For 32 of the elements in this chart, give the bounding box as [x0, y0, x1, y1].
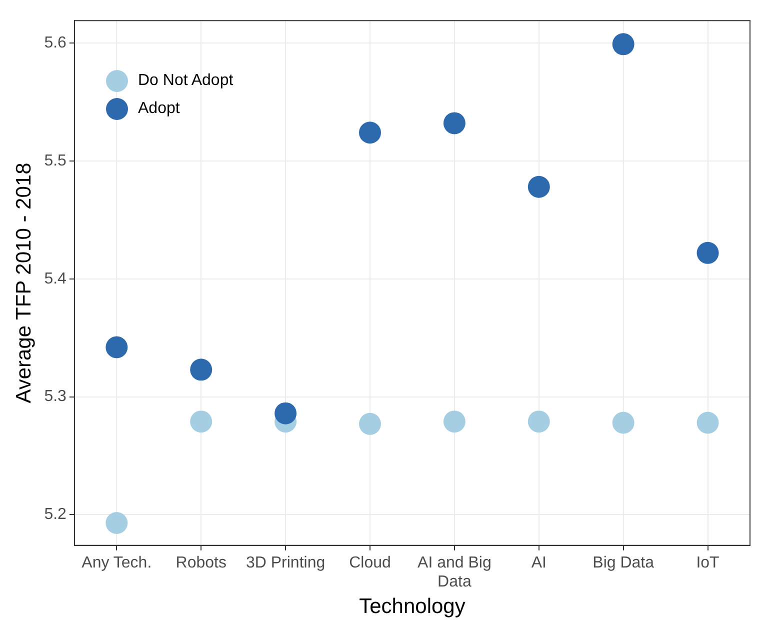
- y-axis-title: Average TFP 2010 - 2018: [12, 162, 36, 404]
- point: [359, 122, 381, 144]
- point: [443, 112, 466, 134]
- point: [274, 402, 297, 424]
- x-tick-label: AI: [531, 554, 546, 572]
- point: [528, 176, 550, 198]
- x-tick-label: Robots: [176, 554, 226, 572]
- point: [612, 33, 634, 56]
- y-tick-label: 5.4: [44, 270, 67, 288]
- y-tick-label: 5.5: [44, 152, 67, 170]
- point: [443, 410, 466, 433]
- y-tick-label: 5.6: [44, 34, 67, 52]
- point: [359, 412, 381, 435]
- x-tick-label: AI and Big Data: [418, 554, 492, 591]
- point: [696, 412, 719, 434]
- point: [190, 358, 212, 381]
- point: [612, 412, 634, 434]
- x-tick-label: Any Tech.: [82, 554, 152, 572]
- x-axis-title: Technology: [359, 595, 466, 618]
- x-tick-label: Big Data: [592, 554, 654, 572]
- point: [106, 512, 128, 534]
- point: [106, 336, 128, 358]
- y-tick-label: 5.3: [44, 388, 67, 406]
- x-tick-label: 3D Printing: [246, 554, 326, 572]
- y-tick-label: 5.2: [44, 506, 67, 524]
- legend-label: Adopt: [138, 100, 180, 118]
- point: [696, 242, 719, 264]
- point: [190, 410, 212, 433]
- x-tick-label: IoT: [696, 554, 720, 572]
- x-tick-label: Cloud: [349, 554, 391, 572]
- legend-label: Do Not Adopt: [138, 72, 234, 90]
- point: [528, 410, 550, 433]
